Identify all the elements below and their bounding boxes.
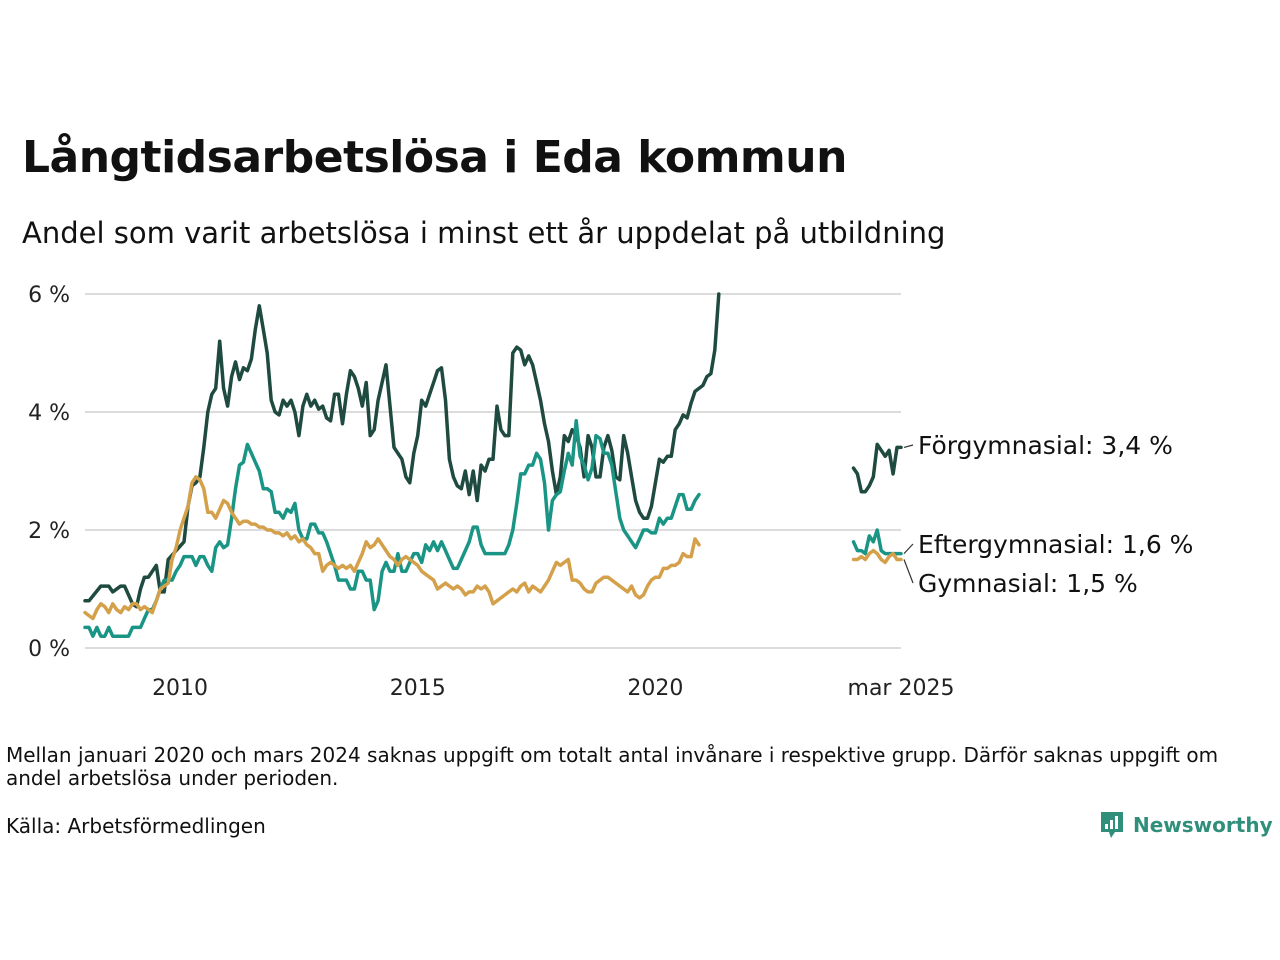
y-tick-label: 0 %	[28, 637, 70, 662]
y-tick-label: 2 %	[28, 519, 70, 544]
label-leader-line	[903, 559, 914, 584]
line-chart: 0 % 2 % 4 % 6 % 2010 2015 2020 mar 2025 Förgymna…	[28, 283, 1193, 701]
series-line-eftergymnasial	[83, 419, 701, 638]
newsworthy-logo-text: Newsworthy	[1133, 813, 1273, 837]
x-tick-label: 2010	[152, 676, 208, 701]
series-line-gymnasial	[83, 475, 701, 621]
y-tick-label: 4 %	[28, 401, 70, 426]
series-line-eftergymnasial	[851, 528, 903, 556]
end-label-förgymnasial: Förgymnasial: 3,4 %	[918, 431, 1173, 460]
end-label-gymnasial: Gymnasial: 1,5 %	[918, 569, 1138, 598]
end-label-eftergymnasial: Eftergymnasial: 1,6 %	[918, 530, 1193, 559]
x-tick-label: mar 2025	[848, 676, 955, 701]
footnote: Mellan januari 2020 och mars 2024 saknas…	[6, 743, 1219, 790]
y-tick-label: 6 %	[28, 283, 70, 308]
series-line-förgymnasial	[851, 442, 903, 494]
series-line-gymnasial	[851, 548, 903, 565]
x-tick-label: 2015	[390, 676, 446, 701]
label-leader-line	[903, 444, 914, 448]
chart-title: Långtidsarbetslösa i Eda kommun	[22, 132, 847, 183]
source-text: Källa: Arbetsförmedlingen	[6, 814, 266, 838]
label-leader-line	[903, 543, 914, 555]
newsworthy-logo: Newsworthy	[1099, 810, 1273, 840]
x-tick-label: 2020	[627, 676, 683, 701]
chart-subtitle: Andel som varit arbetslösa i minst ett å…	[22, 216, 946, 250]
newsworthy-logo-icon	[1101, 812, 1123, 838]
series-line-förgymnasial	[83, 292, 721, 609]
